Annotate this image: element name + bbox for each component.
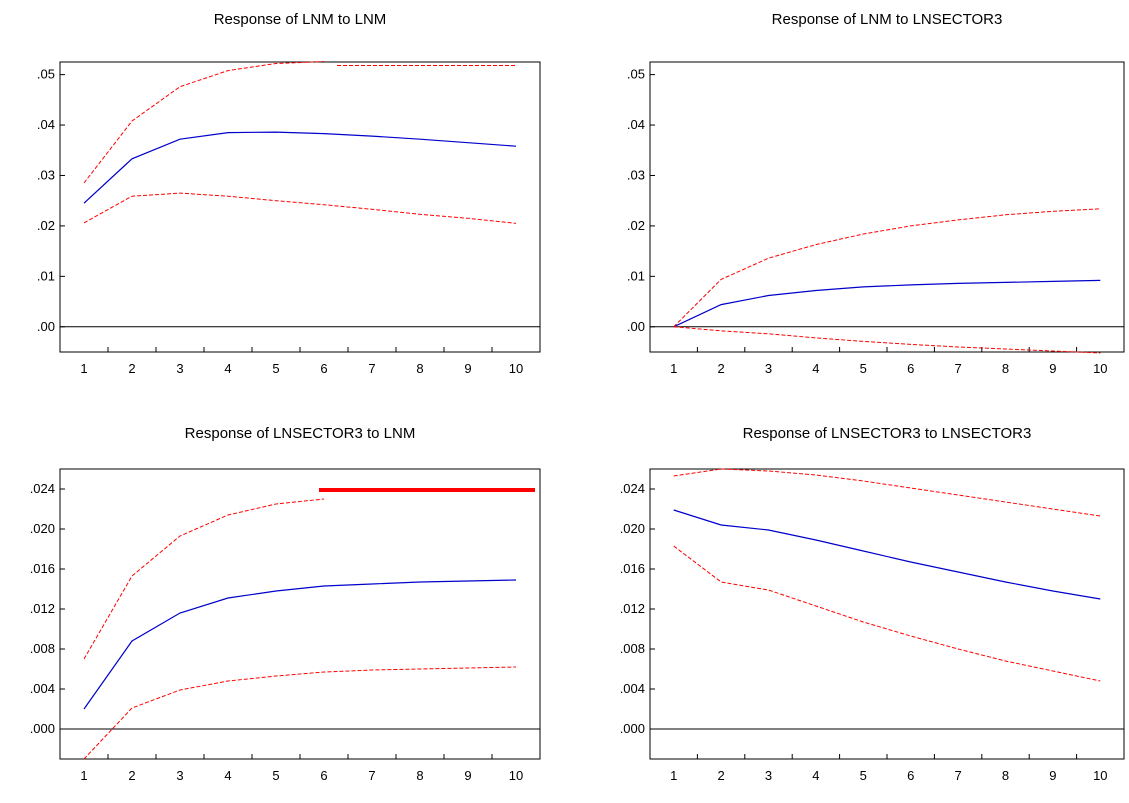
x-tick-label: 2 <box>128 768 135 783</box>
y-tick-label: .01 <box>627 268 645 283</box>
y-tick-label: .004 <box>620 681 645 696</box>
x-tick-label: 8 <box>1002 361 1009 376</box>
x-tick-label: 2 <box>128 361 135 376</box>
y-tick-label: .00 <box>37 319 55 334</box>
response-line <box>83 579 517 710</box>
x-tick-label: 5 <box>272 768 279 783</box>
x-tick-label: 7 <box>368 768 375 783</box>
y-tick-label: .02 <box>627 218 645 233</box>
lower-band-line <box>673 326 1101 354</box>
x-tick-label: 9 <box>1049 361 1056 376</box>
panel-lnm-to-lnsector3: Response of LNM to LNSECTOR3 .00 .01 .02 .03… <box>627 11 1125 376</box>
x-tick-label: 7 <box>954 361 961 376</box>
panel-lnm-to-lnm: Response of LNM to LNM .00 .01 .02 .03 .04 .05… <box>37 11 541 376</box>
panel-title: Response of LNSECTOR3 to LNM <box>185 425 416 442</box>
y-tick-label: .012 <box>30 601 55 616</box>
x-tick-label: 1 <box>80 768 87 783</box>
x-tick-label: 8 <box>1002 768 1009 783</box>
y-tick-label: .00 <box>627 319 645 334</box>
x-tick-label: 5 <box>272 361 279 376</box>
x-tick-label: 1 <box>670 361 677 376</box>
y-tick-label: .03 <box>627 167 645 182</box>
y-tick-label: .01 <box>37 268 55 283</box>
x-tick-label: 10 <box>509 768 523 783</box>
panel-title: Response of LNSECTOR3 to LNSECTOR3 <box>743 425 1032 442</box>
x-tick-label: 6 <box>907 768 914 783</box>
x-tick-label: 4 <box>224 361 231 376</box>
x-tick-label: 9 <box>464 768 471 783</box>
x-tick-label: 1 <box>80 361 87 376</box>
panel-title: Response of LNM to LNSECTOR3 <box>772 11 1003 28</box>
y-tick-label: .02 <box>37 218 55 233</box>
x-tick-label: 6 <box>320 768 327 783</box>
x-tick-label: 10 <box>1093 361 1107 376</box>
x-tick-label: 8 <box>416 361 423 376</box>
x-tick-label: 3 <box>765 361 772 376</box>
y-tick-label: .008 <box>30 641 55 656</box>
x-tick-label: 2 <box>717 361 724 376</box>
upper-band-line <box>83 498 325 660</box>
response-line <box>673 279 1101 328</box>
y-tick-label: .008 <box>620 641 645 656</box>
x-tick-label: 5 <box>860 768 867 783</box>
panel-title: Response of LNM to LNM <box>214 11 387 28</box>
x-tick-label: 9 <box>1049 768 1056 783</box>
x-tick-label: 8 <box>416 768 423 783</box>
y-tick-label: .004 <box>30 681 55 696</box>
x-tick-label: 6 <box>907 361 914 376</box>
response-line <box>673 509 1101 600</box>
x-tick-label: 3 <box>176 361 183 376</box>
y-tick-label: .05 <box>627 67 645 82</box>
upper-band-line <box>83 61 325 184</box>
x-tick-label: 7 <box>954 768 961 783</box>
x-tick-label: 2 <box>717 768 724 783</box>
upper-band-line <box>673 208 1101 328</box>
y-tick-label: .016 <box>30 561 55 576</box>
plot-frame <box>649 61 1125 353</box>
y-tick-label: .020 <box>30 521 55 536</box>
plot-frame <box>649 468 1125 760</box>
x-tick-label: 3 <box>765 768 772 783</box>
x-tick-label: 5 <box>860 361 867 376</box>
x-tick-label: 4 <box>224 768 231 783</box>
lower-band-line <box>673 545 1101 682</box>
panel-lnsector3-to-lnm: Response of LNSECTOR3 to LNM .000 .004 .008… <box>30 425 541 783</box>
x-tick-label: 10 <box>509 361 523 376</box>
y-tick-label: .012 <box>620 601 645 616</box>
response-line <box>83 131 517 204</box>
y-tick-label: .020 <box>620 521 645 536</box>
y-tick-label: .04 <box>37 117 55 132</box>
x-tick-label: 3 <box>176 768 183 783</box>
x-tick-label: 6 <box>320 361 327 376</box>
x-tick-label: 1 <box>670 768 677 783</box>
upper-band-line <box>673 468 1101 517</box>
x-tick-label: 4 <box>812 768 819 783</box>
lower-band-line <box>83 192 517 224</box>
y-tick-label: .03 <box>37 167 55 182</box>
y-tick-label: .024 <box>30 481 55 496</box>
y-tick-label: .05 <box>37 67 55 82</box>
panel-lnsector3-to-lnsector3: Response of LNSECTOR3 to LNSECTOR3 .000 .0… <box>620 425 1125 783</box>
x-tick-label: 7 <box>368 361 375 376</box>
y-tick-label: .04 <box>627 117 645 132</box>
y-tick-label: .000 <box>30 721 55 736</box>
lower-band-line <box>83 666 517 760</box>
plot-frame <box>59 61 541 353</box>
x-tick-label: 9 <box>464 361 471 376</box>
y-tick-label: .016 <box>620 561 645 576</box>
plot-frame <box>59 468 541 760</box>
y-tick-label: .000 <box>620 721 645 736</box>
x-tick-label: 10 <box>1093 768 1107 783</box>
y-tick-label: .024 <box>620 481 645 496</box>
x-tick-label: 4 <box>812 361 819 376</box>
